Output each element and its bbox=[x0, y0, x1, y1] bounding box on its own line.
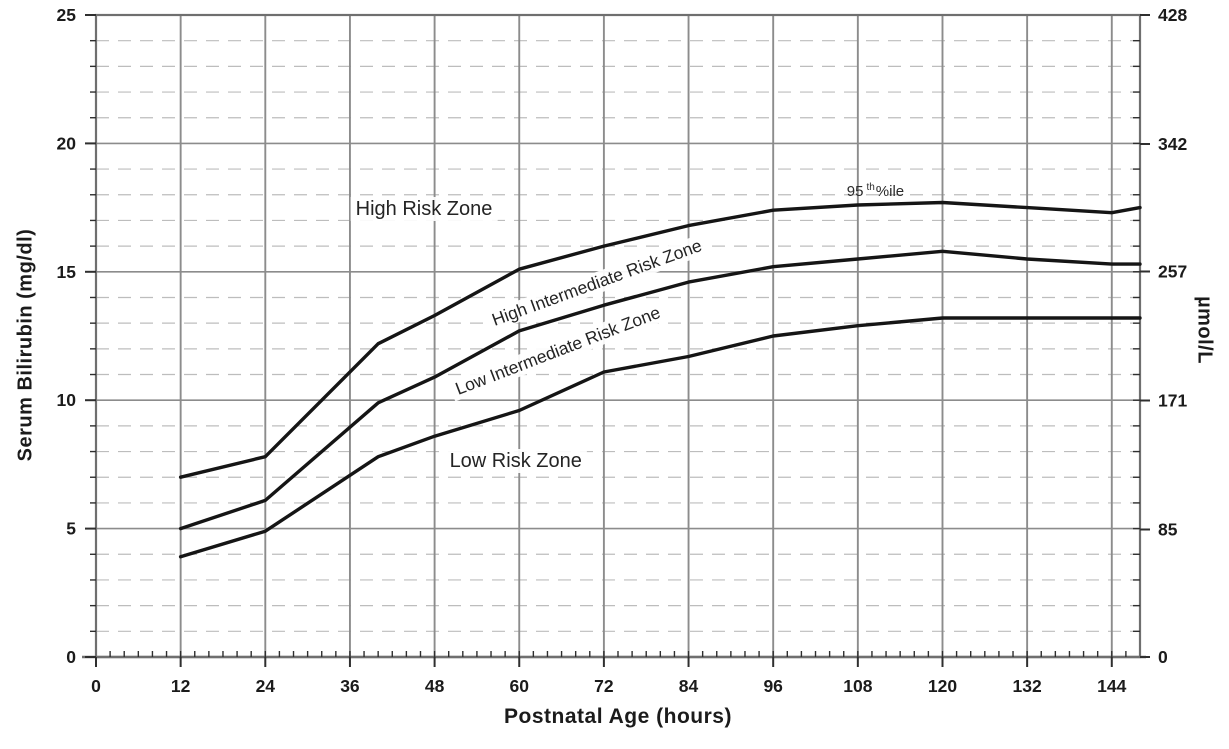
svg-text:72: 72 bbox=[594, 676, 614, 696]
svg-text:15: 15 bbox=[57, 262, 77, 282]
svg-text:171: 171 bbox=[1158, 391, 1187, 411]
svg-text:257: 257 bbox=[1158, 262, 1187, 282]
percentile-number: 95 bbox=[846, 182, 864, 200]
high-risk-zone-label: High Risk Zone bbox=[350, 196, 498, 221]
svg-text:36: 36 bbox=[340, 676, 360, 696]
svg-text:120: 120 bbox=[928, 676, 957, 696]
svg-text:60: 60 bbox=[510, 676, 530, 696]
y-axis-title-left: Serum Bilirubin (mg/dl) bbox=[14, 228, 37, 462]
svg-text:84: 84 bbox=[679, 676, 699, 696]
svg-text:144: 144 bbox=[1097, 676, 1126, 696]
svg-text:12: 12 bbox=[171, 676, 191, 696]
x-axis-title: Postnatal Age (hours) bbox=[504, 705, 732, 728]
svg-text:108: 108 bbox=[843, 676, 872, 696]
svg-text:25: 25 bbox=[57, 5, 77, 25]
percentile-ordinal: th bbox=[866, 181, 875, 193]
svg-text:24: 24 bbox=[256, 676, 276, 696]
svg-text:0: 0 bbox=[1158, 647, 1168, 667]
svg-text:20: 20 bbox=[57, 133, 77, 153]
svg-text:428: 428 bbox=[1158, 5, 1187, 25]
svg-text:342: 342 bbox=[1158, 134, 1187, 154]
svg-text:10: 10 bbox=[57, 390, 77, 410]
svg-text:0: 0 bbox=[66, 647, 76, 667]
95th-percentile-label: 95 th%ile bbox=[842, 181, 909, 202]
svg-text:48: 48 bbox=[425, 676, 445, 696]
y-axis-title-right: µmol/L bbox=[1193, 296, 1216, 364]
svg-text:5: 5 bbox=[66, 519, 76, 539]
svg-text:85: 85 bbox=[1158, 520, 1178, 540]
percentile-suffix: %ile bbox=[875, 182, 905, 200]
svg-text:96: 96 bbox=[763, 676, 783, 696]
svg-text:0: 0 bbox=[91, 676, 101, 696]
svg-text:132: 132 bbox=[1013, 676, 1042, 696]
low-risk-zone-label: Low Risk Zone bbox=[444, 448, 587, 473]
